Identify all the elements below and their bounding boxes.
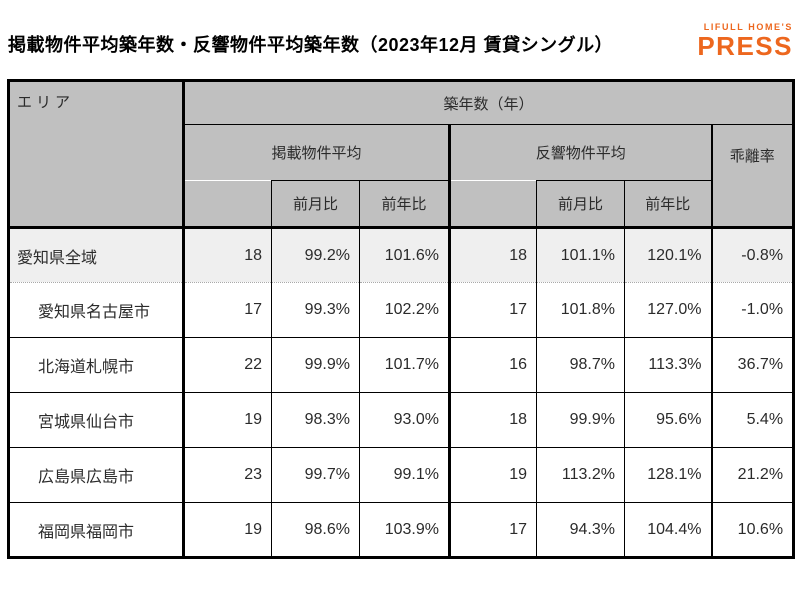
response-avg-group-header: 反響物件平均 — [448, 124, 712, 181]
table-header: エリア 築年数（年） 掲載物件平均 反響物件平均 乖離率 前月比 前年比 前月比… — [8, 80, 794, 228]
logo-text-press: PRESS — [697, 31, 793, 61]
header-row-2: 掲載物件平均 反響物件平均 乖離率 — [9, 124, 794, 228]
area-cell: 宮城県仙台市 — [8, 392, 184, 448]
deviation-rate-value: 5.4% — [710, 392, 794, 448]
listed-yoy-value: 102.2% — [359, 282, 450, 338]
response-yoy-value: 113.3% — [624, 337, 712, 393]
area-cell: 広島県広島市 — [8, 447, 184, 503]
listed-yoy-value: 93.0% — [359, 392, 450, 448]
response-yoy-value: 120.1% — [624, 226, 712, 283]
response-mom-value: 94.3% — [536, 502, 625, 558]
deviation-rate-value: 10.6% — [710, 502, 794, 558]
listed-yoy-value: 103.9% — [359, 502, 450, 558]
logo-text-lifull-homes: LIFULL HOME'S — [703, 22, 793, 32]
response-mom-value: 98.7% — [536, 337, 625, 393]
response-yoy-value: 127.0% — [624, 282, 712, 338]
response-avg-empty-subheader — [448, 180, 537, 228]
response-avg-value: 17 — [448, 502, 537, 558]
listed-mom-value: 98.6% — [271, 502, 360, 558]
table-row: 宮城県仙台市 19 98.3% 93.0% 18 99.9% 95.6% 5.4% — [8, 392, 794, 448]
response-yoy-value: 95.6% — [624, 392, 712, 448]
listed-avg-value: 22 — [182, 337, 272, 393]
listed-mom-value: 99.9% — [271, 337, 360, 393]
listed-mom-subheader: 前月比 — [271, 180, 360, 228]
area-column-header: エリア — [8, 80, 184, 228]
listed-avg-value: 23 — [182, 447, 272, 503]
deviation-rate-header: 乖離率 — [710, 124, 794, 228]
deviation-rate-value: -1.0% — [710, 282, 794, 338]
deviation-rate-value: 21.2% — [710, 447, 794, 503]
response-avg-value: 18 — [448, 226, 537, 283]
listed-avg-value: 18 — [182, 226, 272, 283]
area-cell: 愛知県全域 — [8, 226, 184, 283]
response-mom-value: 113.2% — [536, 447, 625, 503]
table-row: 愛知県全域 18 99.2% 101.6% 18 101.1% 120.1% -0.8% — [8, 226, 794, 283]
listed-yoy-subheader: 前年比 — [359, 180, 450, 228]
area-cell: 福岡県福岡市 — [8, 502, 184, 558]
lifull-homes-press-logo: LIFULL HOME'S PRESS — [697, 22, 793, 61]
table-body: 愛知県全域 18 99.2% 101.6% 18 101.1% 120.1% -0.8% 愛知県… — [8, 226, 794, 558]
page-title: 掲載物件平均築年数・反響物件平均築年数（2023年12月 賃貸シングル） — [8, 35, 614, 55]
response-yoy-subheader: 前年比 — [624, 180, 712, 228]
response-mom-value: 101.8% — [536, 282, 625, 338]
table-row: 福岡県福岡市 19 98.6% 103.9% 17 94.3% 104.4% 10.6% — [8, 502, 794, 558]
deviation-rate-value: -0.8% — [710, 226, 794, 283]
response-mom-value: 99.9% — [536, 392, 625, 448]
listed-avg-group-header: 掲載物件平均 — [182, 124, 450, 181]
area-cell: 北海道札幌市 — [8, 337, 184, 393]
listed-mom-value: 99.2% — [271, 226, 360, 283]
response-avg-value: 19 — [448, 447, 537, 503]
response-mom-subheader: 前月比 — [536, 180, 625, 228]
response-avg-value: 16 — [448, 337, 537, 393]
table-row: 愛知県名古屋市 17 99.3% 102.2% 17 101.8% 127.0% -1.0% — [8, 282, 794, 338]
header-row-3: 前月比 前年比 前月比 前年比 — [9, 180, 794, 228]
listed-yoy-value: 101.6% — [359, 226, 450, 283]
listed-avg-empty-subheader — [182, 180, 272, 228]
listed-avg-value: 19 — [182, 502, 272, 558]
response-avg-value: 17 — [448, 282, 537, 338]
listed-avg-value: 19 — [182, 392, 272, 448]
table-row: 北海道札幌市 22 99.9% 101.7% 16 98.7% 113.3% 36.7% — [8, 337, 794, 393]
listed-mom-value: 98.3% — [271, 392, 360, 448]
listed-yoy-value: 101.7% — [359, 337, 450, 393]
building-age-table: エリア 築年数（年） 掲載物件平均 反響物件平均 乖離率 前月比 前年比 前月比… — [7, 79, 796, 559]
listed-avg-value: 17 — [182, 282, 272, 338]
listed-mom-value: 99.3% — [271, 282, 360, 338]
age-years-group-header: 築年数（年） — [181, 80, 794, 125]
header-row-1: エリア 築年数（年） — [8, 80, 794, 228]
listed-mom-value: 99.7% — [271, 447, 360, 503]
response-yoy-value: 128.1% — [624, 447, 712, 503]
response-yoy-value: 104.4% — [624, 502, 712, 558]
area-cell: 愛知県名古屋市 — [8, 282, 184, 338]
response-mom-value: 101.1% — [536, 226, 625, 283]
response-avg-value: 18 — [448, 392, 537, 448]
table-row: 広島県広島市 23 99.7% 99.1% 19 113.2% 128.1% 21.2% — [8, 447, 794, 503]
deviation-rate-value: 36.7% — [710, 337, 794, 393]
listed-yoy-value: 99.1% — [359, 447, 450, 503]
